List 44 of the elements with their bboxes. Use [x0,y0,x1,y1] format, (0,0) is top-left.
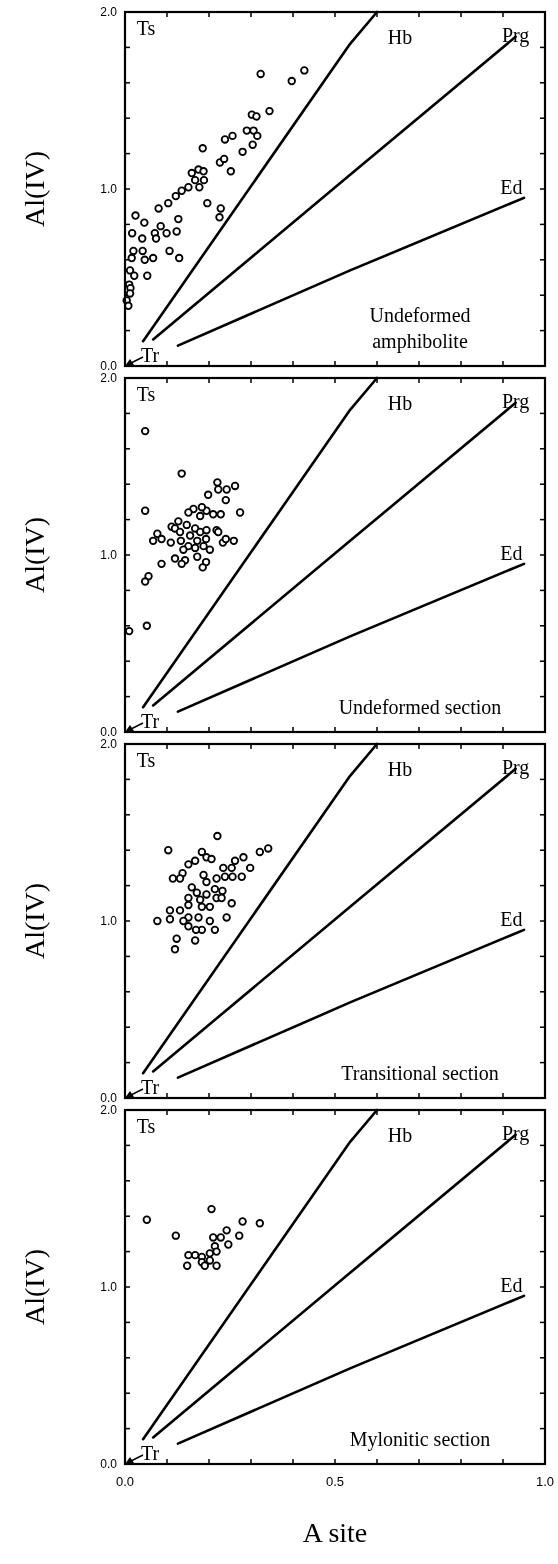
annotation: Transitional section [341,1062,499,1084]
annotation: Tr [141,710,160,733]
y-axis-title: Al(IV) [19,516,50,594]
annotation: Ts [136,1114,156,1137]
annotation: Ed [500,908,523,931]
x-tick-label: 1.0 [535,1474,555,1489]
y-tick-label: 1.0 [100,548,118,563]
x-axis-title: A site [302,1517,368,1548]
annotation: Prg [501,24,530,48]
annotation: Hb [387,1123,413,1146]
annotation: Prg [501,390,530,414]
y-tick-label: 2.0 [100,371,118,386]
annotation: Undeformed amphibolite [369,304,471,353]
y-tick-label: 0.0 [100,1457,118,1472]
y-axis-title: Al(IV) [19,882,50,960]
y-tick-label: 2.0 [100,737,118,752]
y-tick-label: 0.0 [100,725,118,740]
y-axis-title: Al(IV) [19,150,50,228]
annotation: Prg [501,756,530,780]
annotation: Ts [136,382,156,405]
x-tick-label: 0.5 [325,1474,345,1489]
y-axis-title: Al(IV) [19,1248,50,1326]
annotation: Ed [500,1274,523,1297]
annotation: Ts [136,16,156,39]
x-tick-label: 0.0 [115,1474,135,1489]
annotation: Prg [501,1122,530,1146]
y-tick-label: 1.0 [100,182,118,197]
annotation: Hb [387,391,413,414]
annotation: Hb [387,757,413,780]
annotation: Tr [141,1442,160,1465]
y-tick-label: 2.0 [100,1103,118,1118]
y-tick-label: 1.0 [100,914,118,929]
annotation: Undeformed section [338,696,502,718]
annotation: Ts [136,748,156,771]
annotation: Tr [141,1076,160,1099]
y-tick-label: 1.0 [100,1280,118,1295]
annotation: Ed [500,542,523,565]
y-tick-label: 0.0 [100,1091,118,1106]
annotation: Ed [500,176,523,199]
y-tick-label: 0.0 [100,359,118,374]
annotation: Mylonitic section [349,1428,491,1451]
annotation: Hb [387,25,413,48]
y-tick-label: 2.0 [100,5,118,20]
annotation: Tr [141,344,160,367]
